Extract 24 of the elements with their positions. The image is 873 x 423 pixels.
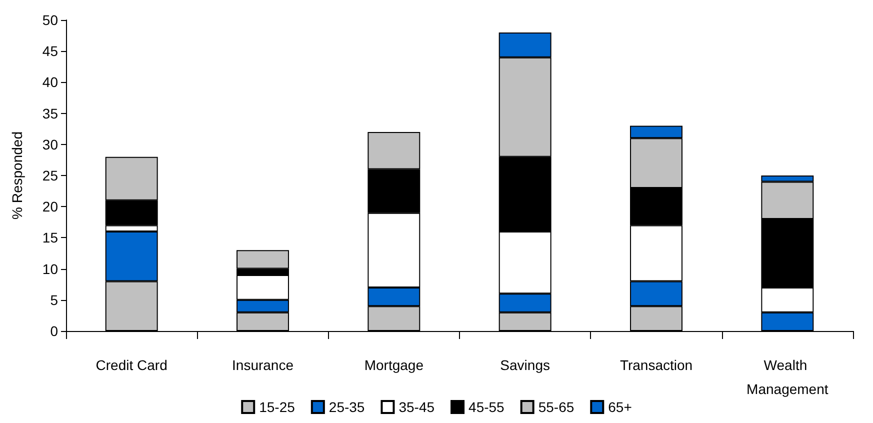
y-axis-title: % Responded <box>9 132 25 220</box>
y-tick-label: 30 <box>42 136 58 152</box>
legend-label: 25-35 <box>328 399 365 415</box>
y-tick-label: 10 <box>42 260 58 277</box>
x-tick-label: Insurance <box>232 357 294 373</box>
y-tick-label: 35 <box>42 105 58 122</box>
y-tick-label: 40 <box>42 74 58 90</box>
legend-label: 55-65 <box>538 399 574 415</box>
y-tick-label: 25 <box>42 168 58 184</box>
y-tick-label: 20 <box>42 198 58 215</box>
x-tick-label: Wealth Management <box>746 357 828 397</box>
y-tick-label: 45 <box>42 43 58 60</box>
y-tick-label: 5 <box>50 292 58 308</box>
y-tick-label: 15 <box>42 230 58 246</box>
x-tick-label: Savings <box>500 357 550 373</box>
y-tick-label: 50 <box>42 12 58 28</box>
x-tick-label: Transaction <box>620 357 693 373</box>
legend-label: 45-55 <box>468 399 505 415</box>
legend-label: 65+ <box>608 399 632 415</box>
x-tick-label: Credit Card <box>96 357 168 373</box>
legend-label: 35-45 <box>398 399 435 415</box>
legend-label: 15-25 <box>259 399 296 415</box>
x-tick-label: Mortgage <box>364 357 424 373</box>
y-tick-label: 0 <box>50 323 58 339</box>
